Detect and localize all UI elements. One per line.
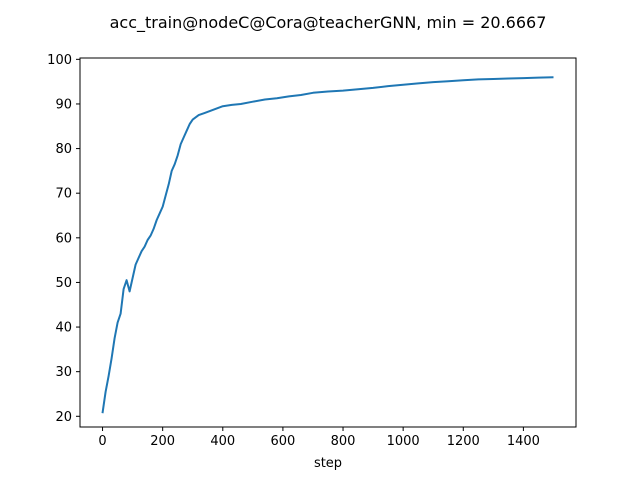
y-tick-label: 100 (47, 53, 72, 68)
series-line-0 (101, 76, 554, 414)
y-tick-label: 30 (55, 365, 72, 380)
x-axis: 0 200 400 600 800 1000 1200 1400 (98, 427, 540, 449)
x-tick-label: 1000 (387, 434, 420, 449)
y-tick-label: 50 (55, 276, 72, 291)
x-axis-label: step (314, 456, 342, 471)
x-tick-label: 1200 (447, 434, 480, 449)
y-tick-label: 90 (55, 97, 72, 112)
x-tick-label: 800 (331, 434, 356, 449)
x-tick-label: 600 (270, 434, 295, 449)
y-tick-label: 70 (55, 187, 72, 202)
x-tick-label: 1400 (507, 434, 540, 449)
x-tick-label: 0 (98, 434, 106, 449)
plot-area (101, 76, 554, 414)
chart-title: acc_train@nodeC@Cora@teacherGNN, min = 2… (110, 13, 547, 33)
x-tick-label: 400 (210, 434, 235, 449)
x-tick-label: 200 (150, 434, 175, 449)
plot-frame (79, 57, 577, 428)
y-tick-label: 20 (55, 410, 72, 425)
y-tick-label: 60 (55, 231, 72, 246)
y-tick-label: 40 (55, 321, 72, 336)
y-tick-label: 80 (55, 142, 72, 157)
y-axis: 20 30 40 50 60 70 80 90 100 (47, 53, 80, 425)
